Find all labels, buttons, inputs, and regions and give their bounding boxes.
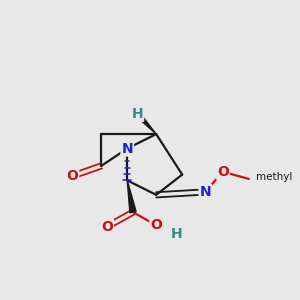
Text: H: H <box>132 107 143 121</box>
Polygon shape <box>136 112 156 134</box>
Text: O: O <box>66 169 78 183</box>
Text: O: O <box>101 220 113 234</box>
Text: methyl: methyl <box>256 172 292 182</box>
Polygon shape <box>127 180 136 213</box>
Text: N: N <box>122 142 133 156</box>
Text: N: N <box>200 185 211 199</box>
Text: O: O <box>150 218 162 232</box>
Text: H: H <box>171 227 182 241</box>
Text: O: O <box>217 165 229 179</box>
